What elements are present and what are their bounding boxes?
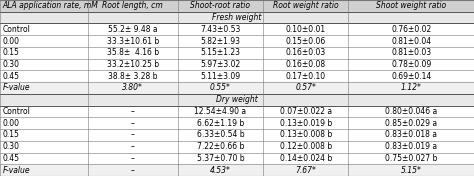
Bar bbox=[0, 23, 474, 35]
Text: 0.07±0.022 a: 0.07±0.022 a bbox=[280, 107, 332, 116]
Text: 7.22±0.66 b: 7.22±0.66 b bbox=[197, 142, 244, 151]
Text: 0.30: 0.30 bbox=[2, 142, 19, 151]
Text: Root length, cm: Root length, cm bbox=[102, 1, 163, 10]
Text: 0.17±0.10: 0.17±0.10 bbox=[286, 72, 326, 81]
Bar bbox=[0, 153, 474, 164]
Text: 5.15±1.23: 5.15±1.23 bbox=[201, 48, 240, 57]
Text: 0.45: 0.45 bbox=[2, 154, 19, 163]
Text: 5.82±1.93: 5.82±1.93 bbox=[201, 37, 240, 46]
Text: 0.15: 0.15 bbox=[2, 48, 19, 57]
Text: Fresh weight: Fresh weight bbox=[212, 13, 262, 22]
Text: 0.85±0.029 a: 0.85±0.029 a bbox=[385, 119, 437, 128]
Bar bbox=[0, 59, 474, 70]
Text: Control: Control bbox=[2, 25, 30, 34]
Bar bbox=[0, 94, 474, 106]
Text: 0.75±0.027 b: 0.75±0.027 b bbox=[385, 154, 438, 163]
Text: –: – bbox=[131, 142, 135, 151]
Bar bbox=[0, 35, 474, 47]
Bar bbox=[0, 12, 474, 23]
Text: F-value: F-value bbox=[2, 83, 30, 93]
Bar bbox=[0, 141, 474, 153]
Text: ALA application rate, mM: ALA application rate, mM bbox=[2, 1, 98, 10]
Bar bbox=[0, 164, 474, 176]
Text: 5.97±3.02: 5.97±3.02 bbox=[201, 60, 240, 69]
Text: 5.15*: 5.15* bbox=[401, 166, 422, 175]
Text: 0.45: 0.45 bbox=[2, 72, 19, 81]
Text: 0.13±0.008 b: 0.13±0.008 b bbox=[280, 130, 332, 139]
Bar bbox=[0, 129, 474, 141]
Text: 0.15: 0.15 bbox=[2, 130, 19, 139]
Text: 0.10±0.01: 0.10±0.01 bbox=[286, 25, 326, 34]
Text: –: – bbox=[131, 107, 135, 116]
Bar bbox=[0, 82, 474, 94]
Bar bbox=[0, 47, 474, 59]
Text: 0.81±0.03: 0.81±0.03 bbox=[391, 48, 431, 57]
Text: 0.80±0.046 a: 0.80±0.046 a bbox=[385, 107, 438, 116]
Text: Shoot-root ratio: Shoot-root ratio bbox=[191, 1, 250, 10]
Text: 33.3±10.61 b: 33.3±10.61 b bbox=[107, 37, 159, 46]
Text: Shoot weight ratio: Shoot weight ratio bbox=[376, 1, 446, 10]
Text: Control: Control bbox=[2, 107, 30, 116]
Bar bbox=[0, 117, 474, 129]
Text: 5.11±3.09: 5.11±3.09 bbox=[201, 72, 240, 81]
Bar bbox=[0, 70, 474, 82]
Text: 0.14±0.024 b: 0.14±0.024 b bbox=[280, 154, 332, 163]
Text: 0.16±0.08: 0.16±0.08 bbox=[286, 60, 326, 69]
Text: 0.12±0.008 b: 0.12±0.008 b bbox=[280, 142, 332, 151]
Text: 1.12*: 1.12* bbox=[401, 83, 422, 93]
Text: 0.00: 0.00 bbox=[2, 37, 19, 46]
Text: F-value: F-value bbox=[2, 166, 30, 175]
Text: 3.80*: 3.80* bbox=[122, 83, 143, 93]
Text: 5.37±0.70 b: 5.37±0.70 b bbox=[197, 154, 244, 163]
Text: 6.33±0.54 b: 6.33±0.54 b bbox=[197, 130, 244, 139]
Text: –: – bbox=[131, 119, 135, 128]
Text: 55.2± 9.48 a: 55.2± 9.48 a bbox=[108, 25, 157, 34]
Text: 7.43±0.53: 7.43±0.53 bbox=[200, 25, 241, 34]
Text: 0.76±0.02: 0.76±0.02 bbox=[391, 25, 431, 34]
Text: 0.78±0.09: 0.78±0.09 bbox=[391, 60, 431, 69]
Bar bbox=[0, 106, 474, 117]
Text: 33.2±10.25 b: 33.2±10.25 b bbox=[107, 60, 159, 69]
Text: 0.00: 0.00 bbox=[2, 119, 19, 128]
Text: Root weight ratio: Root weight ratio bbox=[273, 1, 338, 10]
Text: 38.8± 3.28 b: 38.8± 3.28 b bbox=[108, 72, 157, 81]
Text: 0.83±0.018 a: 0.83±0.018 a bbox=[385, 130, 437, 139]
Text: Dry weight: Dry weight bbox=[216, 95, 258, 104]
Text: 35.8±  4.16 b: 35.8± 4.16 b bbox=[107, 48, 159, 57]
Text: 0.55*: 0.55* bbox=[210, 83, 231, 93]
Text: 0.57*: 0.57* bbox=[295, 83, 316, 93]
Text: 0.15±0.06: 0.15±0.06 bbox=[286, 37, 326, 46]
Text: 0.81±0.04: 0.81±0.04 bbox=[391, 37, 431, 46]
Text: 4.53*: 4.53* bbox=[210, 166, 231, 175]
Text: 0.83±0.019 a: 0.83±0.019 a bbox=[385, 142, 437, 151]
Text: –: – bbox=[131, 154, 135, 163]
Text: –: – bbox=[131, 130, 135, 139]
Text: 0.69±0.14: 0.69±0.14 bbox=[391, 72, 431, 81]
Text: 0.13±0.019 b: 0.13±0.019 b bbox=[280, 119, 332, 128]
Text: 0.16±0.03: 0.16±0.03 bbox=[286, 48, 326, 57]
Text: 6.62±1.19 b: 6.62±1.19 b bbox=[197, 119, 244, 128]
Text: –: – bbox=[131, 166, 135, 175]
Text: 12.54±4.90 a: 12.54±4.90 a bbox=[194, 107, 246, 116]
Text: 0.30: 0.30 bbox=[2, 60, 19, 69]
Bar bbox=[0, 0, 474, 12]
Text: 7.67*: 7.67* bbox=[295, 166, 316, 175]
